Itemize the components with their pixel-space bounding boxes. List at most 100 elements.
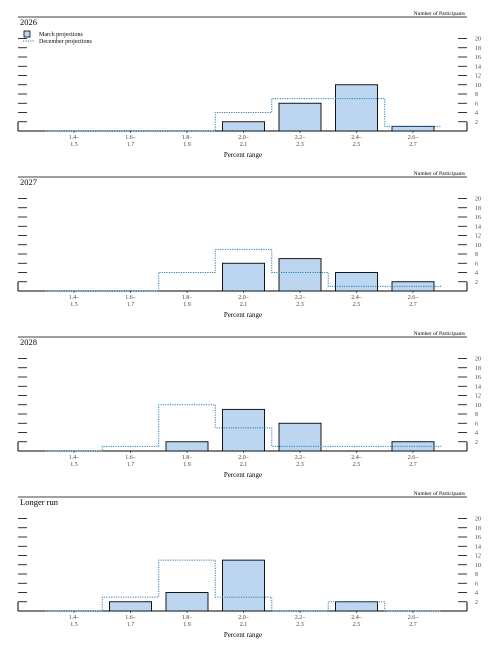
y-tick-label: 20	[475, 357, 481, 363]
legend-label-december: December projections	[39, 39, 92, 45]
category-label-top: 2.6–	[408, 615, 420, 621]
bar-5	[335, 601, 378, 612]
december-step-line	[45, 248, 442, 292]
category-label-bottom: 2.3	[296, 302, 304, 308]
y-tick-label: 14	[475, 224, 481, 230]
category-label-top: 1.8–	[182, 295, 194, 301]
y-tick-label: 4	[475, 111, 478, 117]
category-label-bottom: 2.3	[296, 622, 304, 628]
y-tick-label: 18	[475, 526, 481, 532]
category-label-top: 2.2–	[295, 135, 307, 141]
bar-4	[278, 102, 322, 132]
category-label-bottom: 2.7	[409, 302, 417, 308]
y-tick-label: 14	[475, 544, 481, 550]
y-tick-label: 8	[475, 572, 478, 578]
category-label-top: 2.4–	[351, 135, 363, 141]
category-label-bottom: 2.5	[353, 302, 361, 308]
category-label-bottom: 2.7	[409, 462, 417, 468]
category-label-top: 2.2–	[295, 295, 307, 301]
y-tick-label: 12	[475, 394, 481, 400]
y-tick-label: 20	[475, 37, 481, 43]
y-tick-label: 12	[475, 74, 481, 80]
y-tick-label: 16	[475, 375, 481, 381]
chart-panel-3: Number of Participants Longer run 2 4 6 8 10 12…	[17, 490, 481, 639]
category-label-top: 2.6–	[408, 135, 420, 141]
category-label-bottom: 2.5	[353, 462, 361, 468]
category-label-top: 2.4–	[351, 455, 363, 461]
x-axis-label: Percent range	[224, 311, 262, 319]
y-tick-label: 12	[475, 554, 481, 560]
category-label-top: 2.2–	[295, 615, 307, 621]
category-label-bottom: 2.1	[240, 302, 248, 308]
category-label-top: 2.6–	[408, 295, 420, 301]
y-tick-label: 16	[475, 215, 481, 221]
y-tick-label: 2	[475, 280, 478, 286]
december-step-line	[45, 559, 442, 612]
bar-5	[335, 272, 378, 292]
bar-5	[335, 84, 378, 132]
y-axis-label: Number of Participants	[414, 490, 465, 497]
chart-panel-0: Number of Participants 2026 2 4 6 8 10 12 14 16 18…	[17, 10, 481, 159]
y-tick-label: 18	[475, 46, 481, 52]
bar-6	[391, 281, 435, 292]
y-tick-label: 2	[475, 120, 478, 126]
y-tick-label: 6	[475, 581, 478, 587]
category-label-top: 2.6–	[408, 455, 420, 461]
y-tick-label: 10	[475, 563, 481, 569]
y-tick-label: 2	[475, 600, 478, 606]
bar-6	[391, 125, 435, 132]
y-tick-label: 8	[475, 412, 478, 418]
y-tick-label: 8	[475, 92, 478, 98]
y-tick-label: 2	[475, 440, 478, 446]
category-label-bottom: 2.1	[240, 462, 248, 468]
y-axis-label: Number of Participants	[414, 170, 465, 177]
y-tick-label: 6	[475, 421, 478, 427]
category-label-top: 2.4–	[351, 295, 363, 301]
category-label-top: 1.6–	[125, 455, 137, 461]
y-tick-label: 14	[475, 384, 481, 390]
category-label-bottom: 2.5	[353, 622, 361, 628]
december-step-line	[45, 404, 442, 452]
category-label-top: 1.4–	[69, 135, 81, 141]
category-label-bottom: 1.7	[127, 142, 135, 148]
category-label-top: 2.0–	[238, 135, 250, 141]
bar-3	[222, 408, 265, 452]
bar-4	[278, 258, 322, 292]
bar-3	[222, 559, 265, 612]
category-label-bottom: 1.7	[127, 622, 135, 628]
category-label-bottom: 1.5	[70, 622, 78, 628]
category-label-bottom: 1.7	[127, 302, 135, 308]
y-tick-label: 12	[475, 234, 481, 240]
category-label-top: 1.8–	[182, 455, 194, 461]
y-axis-label: Number of Participants	[414, 330, 465, 337]
category-label-top: 1.8–	[182, 615, 194, 621]
x-axis-label: Percent range	[224, 151, 262, 159]
y-tick-label: 10	[475, 403, 481, 409]
y-tick-label: 18	[475, 206, 481, 212]
category-label-bottom: 1.9	[183, 622, 191, 628]
y-tick-label: 18	[475, 366, 481, 372]
y-tick-label: 20	[475, 197, 481, 203]
bar-2	[165, 592, 209, 612]
category-label-top: 1.4–	[69, 615, 81, 621]
category-label-bottom: 2.3	[296, 142, 304, 148]
december-step-line	[45, 98, 442, 132]
y-tick-label: 16	[475, 535, 481, 541]
y-tick-label: 6	[475, 101, 478, 107]
bar-3	[222, 121, 265, 132]
category-label-bottom: 1.9	[183, 142, 191, 148]
panel-title: 2026	[20, 17, 37, 27]
category-label-top: 2.4–	[351, 615, 363, 621]
y-tick-label: 10	[475, 243, 481, 249]
category-label-bottom: 2.5	[353, 142, 361, 148]
category-label-bottom: 2.7	[409, 622, 417, 628]
y-tick-label: 20	[475, 517, 481, 523]
panel-title: Longer run	[20, 497, 59, 507]
bar-3	[222, 262, 265, 292]
category-label-top: 2.2–	[295, 455, 307, 461]
x-axis-label: Percent range	[224, 471, 262, 479]
x-axis-label: Percent range	[224, 631, 262, 639]
y-axis-label: Number of Participants	[414, 10, 465, 17]
chart-panel-2: Number of Participants 2028 2 4 6 8 10 12 14 16 18…	[17, 330, 481, 479]
category-label-bottom: 1.7	[127, 462, 135, 468]
